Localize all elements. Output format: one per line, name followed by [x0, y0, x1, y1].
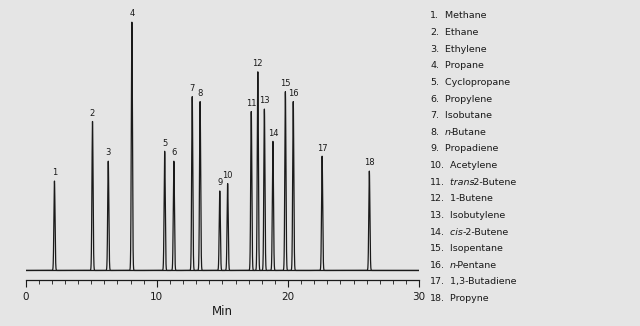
Text: 11.: 11.	[430, 178, 445, 187]
Text: -2-Butene: -2-Butene	[463, 228, 509, 237]
Text: 8: 8	[197, 89, 203, 98]
Text: 5: 5	[162, 139, 167, 148]
Text: cis: cis	[447, 228, 463, 237]
X-axis label: Min: Min	[212, 305, 233, 318]
Text: trans: trans	[447, 178, 474, 187]
Text: 10: 10	[222, 171, 233, 180]
Text: Propylene: Propylene	[442, 95, 492, 104]
Text: 8.: 8.	[430, 128, 439, 137]
Text: n: n	[442, 128, 451, 137]
Text: 15: 15	[280, 79, 291, 88]
Text: 12.: 12.	[430, 194, 445, 203]
Text: 14.: 14.	[430, 228, 445, 237]
Text: 3.: 3.	[430, 45, 439, 54]
Text: 1.: 1.	[430, 11, 439, 21]
Text: 2: 2	[90, 109, 95, 118]
Text: 17: 17	[317, 143, 328, 153]
Text: 7.: 7.	[430, 111, 439, 120]
Text: 14: 14	[268, 129, 278, 138]
Text: 2.: 2.	[430, 28, 439, 37]
Text: 9: 9	[217, 178, 223, 187]
Text: Propadiene: Propadiene	[442, 144, 498, 154]
Text: Isobutane: Isobutane	[442, 111, 492, 120]
Text: -2-Butene: -2-Butene	[470, 178, 516, 187]
Text: 12: 12	[253, 59, 263, 68]
Text: n: n	[447, 261, 456, 270]
Text: Cyclopropane: Cyclopropane	[442, 78, 509, 87]
Text: 16: 16	[288, 89, 299, 98]
Text: 4: 4	[129, 9, 134, 19]
Text: 13: 13	[259, 96, 269, 105]
Text: Isobutylene: Isobutylene	[447, 211, 505, 220]
Text: Propyne: Propyne	[447, 294, 488, 303]
Text: 6: 6	[171, 148, 177, 157]
Text: Ethylene: Ethylene	[442, 45, 486, 54]
Text: 18: 18	[364, 158, 374, 168]
Text: Propane: Propane	[442, 61, 483, 70]
Text: 9.: 9.	[430, 144, 439, 154]
Text: 10.: 10.	[430, 161, 445, 170]
Text: 7: 7	[189, 84, 195, 93]
Text: -Pentane: -Pentane	[454, 261, 497, 270]
Text: Methane: Methane	[442, 11, 486, 21]
Text: Ethane: Ethane	[442, 28, 478, 37]
Text: 15.: 15.	[430, 244, 445, 253]
Text: Isopentane: Isopentane	[447, 244, 502, 253]
Text: 13.: 13.	[430, 211, 445, 220]
Text: Acetylene: Acetylene	[447, 161, 497, 170]
Text: 5.: 5.	[430, 78, 439, 87]
Text: 1,3-Butadiene: 1,3-Butadiene	[447, 277, 516, 287]
Text: 1: 1	[52, 168, 57, 177]
Text: -Butane: -Butane	[449, 128, 486, 137]
Text: 17.: 17.	[430, 277, 445, 287]
Text: 1-Butene: 1-Butene	[447, 194, 493, 203]
Text: 11: 11	[246, 99, 257, 108]
Text: 18.: 18.	[430, 294, 445, 303]
Text: 4.: 4.	[430, 61, 439, 70]
Text: 6.: 6.	[430, 95, 439, 104]
Text: 3: 3	[106, 148, 111, 157]
Text: 16.: 16.	[430, 261, 445, 270]
